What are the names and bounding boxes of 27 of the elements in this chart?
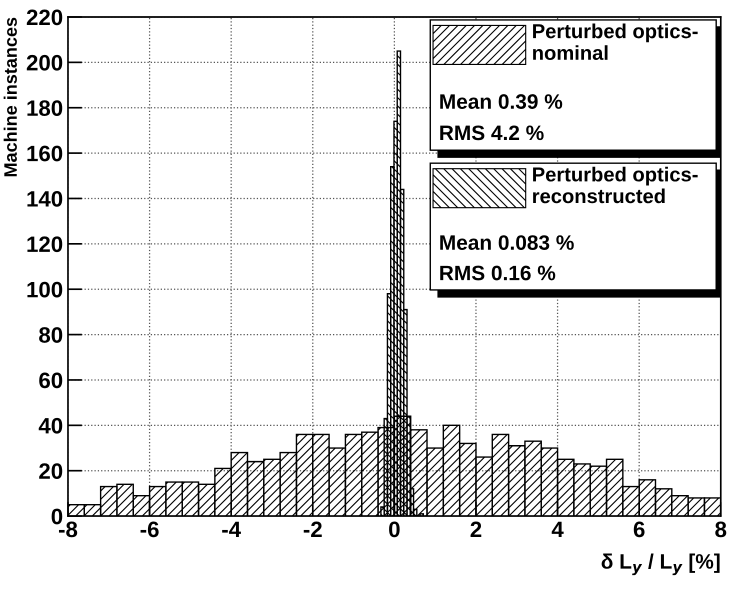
legend-label: Perturbed optics- nominal	[533, 24, 698, 60]
x-tick-label: 8	[715, 522, 726, 538]
y-tick-label: 40	[38, 418, 62, 434]
x-tick-label: 2	[470, 522, 482, 538]
y-tick-label: 60	[39, 372, 62, 388]
annotation: RMS 4.2 %	[440, 125, 544, 140]
y-tick-label: 20	[39, 463, 62, 479]
y-tick-label: 140	[27, 191, 62, 207]
y-tick-label: 200	[26, 54, 62, 71]
x-tick-label: -4	[222, 522, 241, 538]
annotation: RMS 0.16 %	[440, 266, 556, 280]
x-tick-label: 4	[552, 522, 564, 538]
y-axis-title: Machine instances	[4, 18, 17, 176]
y-tick-label: 100	[27, 282, 62, 298]
x-tick-label: 0	[389, 522, 400, 538]
x-tick-label: 6	[634, 522, 645, 538]
x-tick-label: -2	[304, 522, 322, 538]
y-tick-label: 160	[27, 146, 62, 162]
x-tick-label: -6	[140, 522, 159, 538]
annotation: Mean 0.083 %	[440, 235, 574, 250]
y-tick-label: 120	[27, 236, 62, 252]
y-tick-label: 180	[27, 100, 62, 116]
x-axis-title: δ L$_{y}$ / L$_{y}$ [%]	[602, 554, 720, 576]
y-tick-label: 220	[26, 10, 62, 26]
y-tick-label: 80	[39, 327, 62, 343]
annotation: Mean 0.39 %	[440, 94, 562, 109]
legend-label: Perturbed optics- reconstructed	[533, 166, 698, 204]
